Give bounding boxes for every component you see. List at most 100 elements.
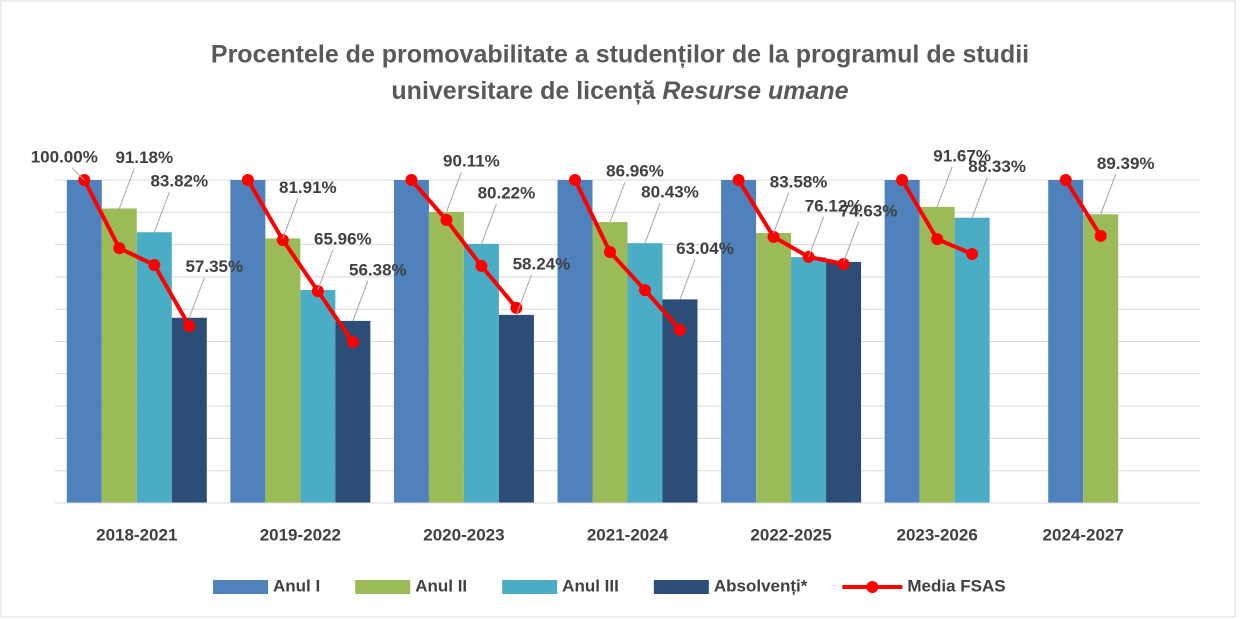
chart-title-part: universitare de licență [391, 77, 656, 105]
leader-line [71, 167, 85, 181]
data-label: 65.96% [314, 229, 372, 248]
line [246, 178, 355, 344]
data-label: 63.04% [676, 239, 734, 258]
line-marker [440, 214, 453, 227]
bar [136, 232, 172, 503]
bar [1048, 180, 1084, 503]
data-label: 90.11% [443, 151, 500, 170]
line-marker [569, 174, 581, 186]
data-label: 80.43% [641, 183, 699, 202]
bar [919, 206, 955, 504]
bar [498, 314, 534, 503]
legend-swatch [502, 580, 558, 594]
x-tick-label: 2022-2025 [750, 525, 831, 544]
bar [101, 208, 137, 504]
line [409, 178, 518, 310]
line-marker [837, 257, 850, 270]
line-marker [405, 174, 418, 186]
bar [884, 180, 920, 503]
line-marker [966, 247, 979, 260]
line-marker [311, 285, 324, 298]
line-marker [896, 174, 909, 186]
leader-line [644, 203, 661, 244]
x-tick-label: 2021-2024 [587, 525, 669, 544]
leader-line [936, 166, 953, 208]
line-marker [475, 259, 488, 272]
leader-line [352, 280, 369, 322]
leader-line [609, 181, 626, 223]
data-label: 83.82% [150, 172, 208, 191]
data-label: 91.67% [933, 146, 991, 165]
bar [592, 222, 628, 503]
line [736, 178, 844, 266]
bar [721, 180, 757, 503]
x-tick-label: 2024-2027 [1043, 525, 1124, 544]
legend-label: Anul I [273, 576, 320, 595]
chart-title: Procentele de promovabilitate a studenți… [211, 41, 1029, 69]
data-label: 88.33% [968, 157, 1026, 176]
line-marker [113, 242, 126, 255]
data-label: 86.96% [606, 162, 664, 181]
leader-line [317, 249, 334, 291]
leader-line [188, 277, 205, 318]
leader-line [445, 171, 462, 213]
bar [557, 180, 593, 503]
line-marker [1094, 229, 1107, 242]
line-marker [241, 174, 254, 186]
leader-line [1100, 174, 1117, 215]
line-marker [276, 234, 289, 247]
x-tick-label: 2023-2026 [896, 525, 977, 544]
data-label: 76.12% [805, 197, 863, 216]
line-marker [1059, 174, 1072, 186]
data-label: 74.63% [840, 201, 898, 220]
data-label: 80.22% [478, 183, 536, 202]
bar [335, 320, 371, 503]
bar [1083, 214, 1119, 503]
leader-line [118, 168, 135, 209]
line [82, 179, 192, 327]
bar [393, 180, 429, 503]
data-label: 57.35% [185, 257, 243, 276]
data-label: 89.39% [1097, 154, 1155, 173]
line-marker [604, 246, 616, 259]
bar [230, 180, 266, 503]
data-label: 100.00% [31, 147, 98, 166]
legend-label: Media FSAS [907, 576, 1005, 595]
line-marker [767, 230, 780, 243]
leader-line [773, 192, 790, 234]
data-label: 56.38% [349, 260, 407, 279]
legend-swatch [653, 580, 709, 594]
legend-label: Absolvenți* [714, 576, 808, 595]
leader-line [480, 203, 497, 245]
chart-title: universitare de licență Resurse umane [391, 77, 848, 105]
bar [66, 180, 102, 503]
x-tick-label: 2019-2022 [260, 525, 341, 544]
x-tick-label: 2018-2021 [96, 525, 177, 544]
bar [627, 243, 663, 503]
bar [791, 257, 827, 503]
line-marker [510, 301, 523, 314]
bar [756, 233, 792, 503]
leader-line [971, 177, 988, 218]
bar [265, 238, 301, 503]
line-marker [732, 174, 745, 186]
bar [463, 243, 499, 503]
legend-label: Anul III [562, 576, 619, 595]
bar [428, 211, 464, 503]
line-marker [674, 323, 686, 336]
legend-swatch [213, 580, 268, 594]
legend-swatch [355, 580, 411, 594]
bar [171, 317, 207, 503]
line-marker [183, 319, 196, 332]
legend-marker [866, 581, 879, 593]
legend-label: Anul II [415, 576, 467, 595]
line-marker [639, 284, 651, 297]
line [1064, 178, 1103, 237]
line-marker [148, 258, 161, 271]
bar [300, 289, 336, 503]
leader-line [515, 274, 532, 316]
data-label: 81.91% [279, 178, 337, 197]
leader-line [679, 259, 696, 300]
data-label: 91.18% [115, 148, 173, 167]
